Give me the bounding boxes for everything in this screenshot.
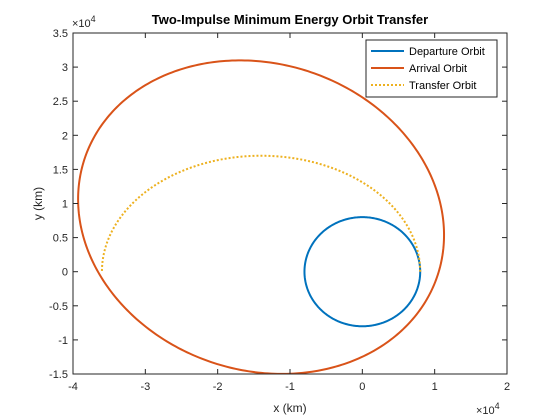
y-axis-exponent-base: ×10 xyxy=(72,18,91,30)
ticks-layer: -4 -3 -2 -1 0 1 2 -1.5 -1 -0.5 0 0.5 1 1.5 2 2.5 3 3.5 xyxy=(49,28,510,393)
y-axis-exponent: ×104 xyxy=(72,14,96,30)
y-tick-label: 3 xyxy=(62,62,68,74)
series-departure-orbit xyxy=(303,216,422,328)
y-axis-label: y (km) xyxy=(31,187,45,220)
y-tick-label: 1 xyxy=(62,199,68,211)
legend-label-transfer-orbit: Transfer Orbit xyxy=(409,80,476,92)
y-tick-label: 2 xyxy=(62,130,68,142)
y-tick-label: 1.5 xyxy=(53,164,68,176)
x-tick-label: -1 xyxy=(285,381,295,393)
y-tick-label: 3.5 xyxy=(53,28,68,40)
x-tick-label: -3 xyxy=(140,381,150,393)
y-tick-label: -1 xyxy=(58,335,68,347)
x-axis-exponent: ×104 xyxy=(476,401,500,417)
y-axis-exponent-power: 4 xyxy=(91,14,96,24)
x-axis-exponent-power: 4 xyxy=(495,401,500,411)
x-tick-label: -4 xyxy=(68,381,78,393)
x-tick-label: 0 xyxy=(359,381,365,393)
y-tick-label: -1.5 xyxy=(49,369,68,381)
legend-label-arrival-orbit: Arrival Orbit xyxy=(409,63,467,75)
y-tick-label: -0.5 xyxy=(49,301,68,313)
y-tick-label: 0.5 xyxy=(53,233,68,245)
chart-title: Two-Impulse Minimum Energy Orbit Transfe… xyxy=(152,12,428,27)
y-tick-label: 0 xyxy=(62,267,68,279)
y-tick-label: 2.5 xyxy=(53,96,68,108)
x-axis-exponent-base: ×10 xyxy=(476,405,495,417)
x-tick-label: 1 xyxy=(432,381,438,393)
x-tick-label: 2 xyxy=(504,381,510,393)
x-axis-label: x (km) xyxy=(273,401,306,415)
legend-label-departure-orbit: Departure Orbit xyxy=(409,46,485,58)
x-tick-label: -2 xyxy=(213,381,223,393)
legend: Departure Orbit Arrival Orbit Transfer Orb… xyxy=(365,39,498,98)
series-transfer-orbit xyxy=(100,154,422,272)
